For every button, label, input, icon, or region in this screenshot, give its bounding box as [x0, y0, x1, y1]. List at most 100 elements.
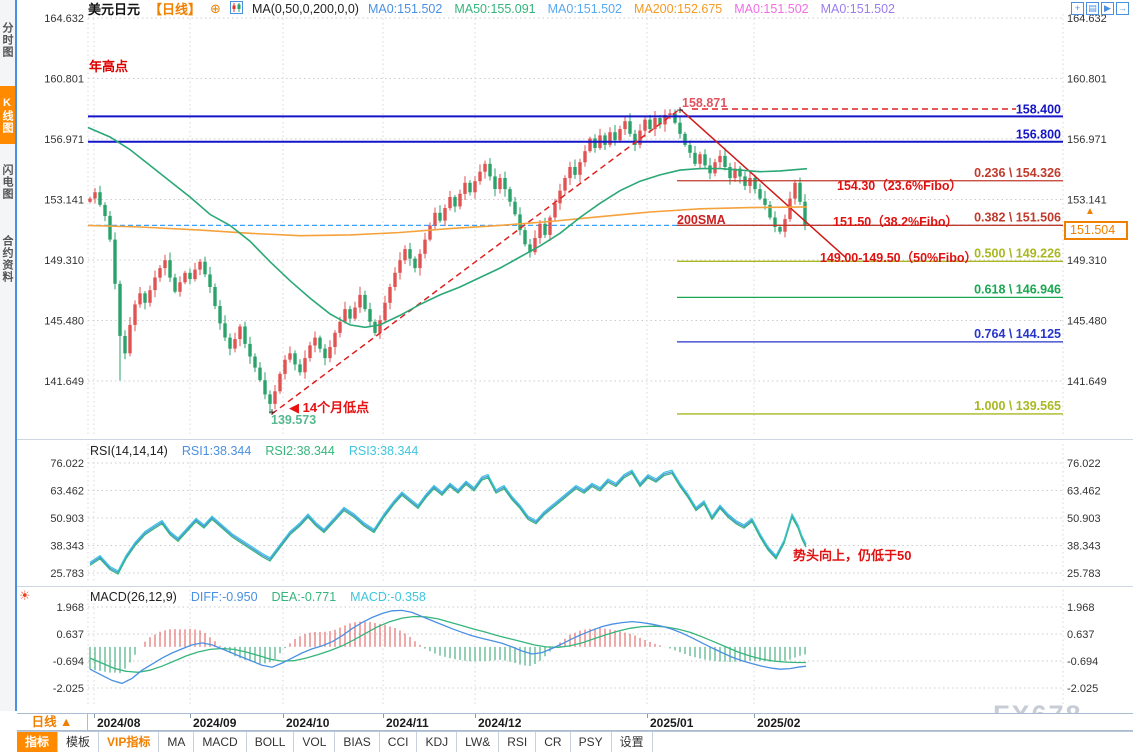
ma-values-list: MA0:151.502 MA50:155.091 MA0:151.502 MA200:… — [368, 2, 895, 16]
month-label-1: 2024/09 — [193, 716, 237, 730]
toolbar-item-LW&[interactable]: LW& — [457, 732, 500, 752]
svg-text:+: + — [676, 103, 683, 117]
sidebar-item-1[interactable]: K线图 — [0, 86, 15, 144]
price-up-arrow-icon: ▲ — [1085, 206, 1095, 217]
toolbar-item-KDJ[interactable]: KDJ — [417, 732, 458, 752]
toolbar-item-CR[interactable]: CR — [536, 732, 571, 752]
sidebar-item-0[interactable]: 分时图 — [0, 10, 15, 70]
fibo-382-note: 151.50（38.2%Fibo） — [833, 215, 959, 229]
svg-text:1.968: 1.968 — [56, 602, 84, 614]
panel-separator — [17, 586, 1133, 587]
svg-text:63.462: 63.462 — [50, 486, 84, 498]
pan-crosshair-icon[interactable]: + — [1071, 2, 1084, 15]
toolbar-item-VOL[interactable]: VOL — [294, 732, 336, 752]
rsi-panel-header: RSI(14,14,14) RSI1:38.344 RSI2:38.344 RSI3… — [90, 444, 418, 458]
toolbar-item-MACD[interactable]: MACD — [194, 732, 247, 752]
axis-scale-icon[interactable]: ▤ — [1086, 2, 1099, 15]
rsi-value-2: RSI3:38.344 — [348, 444, 419, 458]
svg-text:-2.025: -2.025 — [53, 683, 84, 695]
svg-text:76.022: 76.022 — [50, 458, 84, 470]
svg-text:156.971: 156.971 — [44, 134, 84, 146]
month-tick — [94, 714, 95, 718]
svg-text:-0.694: -0.694 — [1067, 656, 1098, 668]
year-high-note: 年高点 — [89, 59, 129, 74]
macd-value-1: DEA:-0.771 — [271, 590, 337, 604]
svg-text:160.801: 160.801 — [1067, 74, 1107, 86]
svg-text:145.480: 145.480 — [44, 316, 84, 328]
month-label-4: 2024/12 — [478, 716, 522, 730]
toolbar-item-模板[interactable]: 模板 — [58, 732, 100, 752]
svg-text:0.637: 0.637 — [56, 629, 84, 641]
period-selector[interactable]: 日线 ▲ — [17, 714, 88, 730]
svg-text:164.632: 164.632 — [44, 13, 84, 25]
rsi-title: RSI(14,14,14) — [90, 444, 168, 458]
sma200-label: 200SMA — [677, 213, 726, 227]
svg-text:149.310: 149.310 — [44, 255, 84, 267]
month-label-2: 2024/10 — [286, 716, 330, 730]
ma-value-1: MA50:155.091 — [454, 1, 536, 16]
svg-text:0.500 \ 149.226: 0.500 \ 149.226 — [974, 246, 1061, 260]
macd-title: MACD(26,12,9) — [90, 590, 177, 604]
macd-value-2: MACD:-0.358 — [350, 590, 426, 604]
month-tick — [283, 714, 284, 718]
month-tick — [754, 714, 755, 718]
goto-latest-icon[interactable]: → — [1116, 2, 1129, 15]
svg-text:141.649: 141.649 — [1067, 376, 1107, 388]
toolbar-item-VIP指标[interactable]: VIP指标 — [99, 732, 160, 752]
rsi-value-1: RSI2:38.344 — [265, 444, 335, 458]
kline-indicator-icon — [229, 0, 243, 17]
svg-text:38.343: 38.343 — [1067, 541, 1101, 553]
peak-price-label: 158.871 — [682, 96, 728, 110]
month-label-5: 2025/01 — [650, 716, 694, 730]
month-low-note: ◀ 14个月低点 — [289, 400, 370, 415]
svg-text:-2.025: -2.025 — [1067, 683, 1098, 695]
svg-text:25.783: 25.783 — [50, 568, 84, 580]
chart-plot-area[interactable]: 164.632 164.632 160.801 160.801 156.971 156.9… — [0, 0, 1133, 713]
toolbar-item-指标[interactable]: 指标 — [17, 732, 59, 752]
low-price-label: 139.573 — [271, 413, 317, 427]
svg-text:149.310: 149.310 — [1067, 255, 1107, 267]
toolbar-item-RSI[interactable]: RSI — [499, 732, 537, 752]
panel-separator — [17, 439, 1133, 440]
ma-settings-text: MA(0,50,0,200,0,0) — [251, 1, 359, 16]
sidebar-item-2[interactable]: 闪电图 — [0, 152, 15, 212]
svg-text:50.903: 50.903 — [50, 513, 84, 525]
svg-text:141.649: 141.649 — [44, 376, 84, 388]
svg-text:1.000 \ 139.565: 1.000 \ 139.565 — [974, 399, 1061, 413]
add-indicator-icon[interactable]: ⊕ — [210, 0, 221, 16]
period-label[interactable]: 【日线】 — [149, 2, 202, 17]
svg-text:0.618 \ 146.946: 0.618 \ 146.946 — [974, 282, 1061, 296]
chart-header: 美元日元 【日线】 ⊕ MA(0,50,0,200,0,0) MA0:151.5… — [88, 0, 895, 17]
toolbar-item-MA[interactable]: MA — [159, 732, 195, 752]
month-label-6: 2025/02 — [757, 716, 801, 730]
svg-text:63.462: 63.462 — [1067, 486, 1101, 498]
ma-value-4: MA0:151.502 — [734, 1, 809, 16]
month-tick — [475, 714, 476, 718]
svg-text:38.343: 38.343 — [50, 541, 84, 553]
ma-value-3: MA200:152.675 — [633, 1, 723, 16]
month-tick — [647, 714, 648, 718]
svg-text:164.632: 164.632 — [1067, 13, 1107, 25]
rsi-momentum-note: 势头向上，仍低于50 — [793, 548, 912, 563]
highlight-sun-icon[interactable]: ☀ — [19, 588, 31, 603]
toolbar-item-BIAS[interactable]: BIAS — [335, 732, 380, 752]
left-sidebar: 分时图 K线图闪电图合约资料 — [0, 0, 17, 711]
toolbar-item-BOLL[interactable]: BOLL — [247, 732, 295, 752]
toolbar-item-PSY[interactable]: PSY — [571, 732, 612, 752]
current-price-box: 151.504 — [1064, 221, 1128, 240]
play-forward-icon[interactable]: ▶ — [1101, 2, 1114, 15]
sidebar-item-3[interactable]: 合约资料 — [0, 218, 15, 300]
svg-text:160.801: 160.801 — [44, 74, 84, 86]
chart-toolbar-icons: + ▤ ▶ → — [1071, 2, 1129, 15]
svg-text:50.903: 50.903 — [1067, 513, 1101, 525]
fibo-500-note: 149.00-149.50（50%Fibo） — [820, 251, 978, 265]
toolbar-item-CCI[interactable]: CCI — [380, 732, 418, 752]
macd-panel-header: MACD(26,12,9) DIFF:-0.950 DEA:-0.771 MACD:… — [90, 590, 426, 604]
macd-values-list: DIFF:-0.950 DEA:-0.771 MACD:-0.358 — [191, 590, 426, 604]
month-label-0: 2024/08 — [97, 716, 141, 730]
month-label-3: 2024/11 — [386, 716, 429, 730]
time-axis-row: 日线 ▲ 2024/08 2024/09 2024/10 2024/11 2024/12… — [17, 713, 1133, 731]
svg-text:0.236 \ 154.326: 0.236 \ 154.326 — [974, 166, 1061, 180]
toolbar-item-设置[interactable]: 设置 — [612, 732, 653, 752]
